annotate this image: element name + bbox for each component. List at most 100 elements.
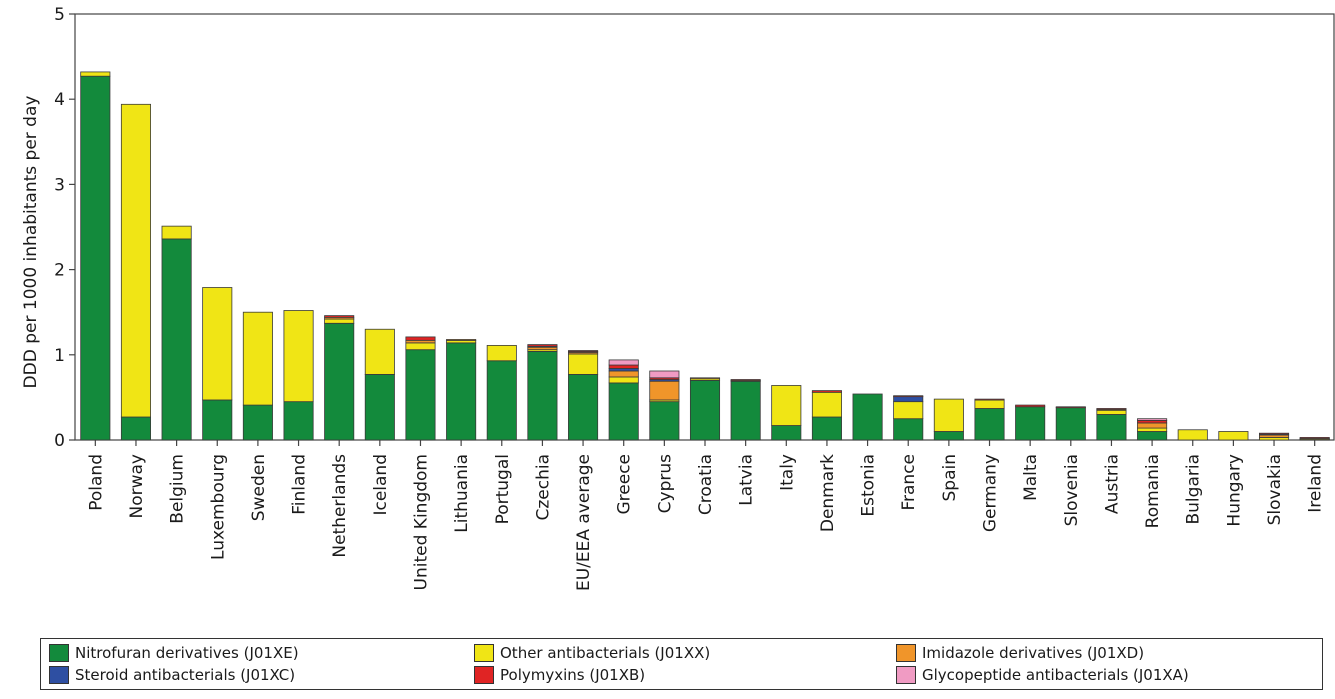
bar-segment xyxy=(120,103,152,418)
bar-segment xyxy=(283,310,314,403)
x-tick-label: Finland xyxy=(290,454,310,515)
legend-swatch xyxy=(896,644,916,662)
x-tick-label: Spain xyxy=(940,454,960,502)
bar-segment xyxy=(1096,409,1127,415)
legend-label: Glycopeptide antibacterials (J01XA) xyxy=(922,666,1189,684)
tick-labels: 0 1 2 3 4 5 Poland Norway Belgium Luxembourg Swede… xyxy=(54,5,1326,591)
bar-segment xyxy=(161,225,192,240)
x-tick-label: France xyxy=(899,454,919,511)
bar-segment xyxy=(730,379,761,381)
x-tick-label: EU/EEA average xyxy=(574,454,594,591)
legend-swatch xyxy=(49,644,69,662)
bar-segment xyxy=(568,350,599,352)
bar-segment xyxy=(811,390,842,393)
y-tick-label: 1 xyxy=(54,346,65,366)
bar-segment xyxy=(730,380,761,441)
bar-segment xyxy=(202,287,233,401)
bar-segment xyxy=(1015,406,1046,441)
legend-item: Steroid antibacterials (J01XC) xyxy=(49,665,295,685)
bar-segment xyxy=(120,416,152,441)
legend-item: Imidazole derivatives (J01XD) xyxy=(896,643,1144,663)
bar-segment xyxy=(527,350,558,441)
x-tick-label: Austria xyxy=(1102,454,1122,514)
bar-segment xyxy=(568,353,599,375)
legend-swatch xyxy=(49,666,69,684)
x-tick-label: Norway xyxy=(127,454,147,519)
y-axis-label: DDD per 1000 inhabitants per day xyxy=(21,96,41,389)
legend-swatch xyxy=(896,666,916,684)
bar-segment xyxy=(446,342,477,441)
bar-segment xyxy=(1055,407,1086,441)
bar-segment xyxy=(608,376,639,384)
legend-swatch xyxy=(474,644,494,662)
x-tick-label: Hungary xyxy=(1224,454,1244,527)
bar-segment xyxy=(1137,427,1168,432)
bar-segment xyxy=(608,370,639,378)
stacked-bar-chart: 0 1 2 3 4 5 Poland Norway Belgium Luxembourg Swede… xyxy=(21,5,1335,591)
y-tick-label: 2 xyxy=(54,261,65,281)
y-tick-label: 5 xyxy=(54,5,65,25)
bar-segment xyxy=(527,344,558,347)
x-tick-label: Germany xyxy=(981,454,1001,532)
x-tick-label: Croatia xyxy=(696,454,716,515)
bar-segment xyxy=(852,393,883,441)
legend-label: Imidazole derivatives (J01XD) xyxy=(922,644,1145,662)
x-tick-label: Belgium xyxy=(168,454,188,524)
bar-segment xyxy=(405,342,436,351)
x-tick-label: Sweden xyxy=(249,454,269,521)
legend-label: Other antibacterials (J01XX) xyxy=(500,644,711,662)
bar-segment xyxy=(161,238,192,441)
bar-segment xyxy=(933,431,964,441)
bar-segment xyxy=(974,398,1005,401)
x-tick-label: Lithuania xyxy=(452,454,472,533)
bar-segment xyxy=(1137,431,1168,441)
x-tick-label: Italy xyxy=(777,454,797,491)
bar-segment xyxy=(893,395,924,398)
bar-segment xyxy=(893,418,924,441)
bar-segment xyxy=(324,318,355,324)
bar-segment xyxy=(1137,422,1168,429)
bar-segment xyxy=(1055,406,1086,409)
bar-segment xyxy=(1218,431,1249,441)
bar-segment xyxy=(649,370,680,379)
bar-segment xyxy=(1177,429,1208,441)
bar-segment xyxy=(811,391,842,418)
x-tick-label: Iceland xyxy=(371,454,391,516)
bar-segment xyxy=(893,396,924,403)
bar-segment xyxy=(568,373,599,441)
bar-segment xyxy=(486,345,517,362)
bar-segment xyxy=(893,401,924,420)
legend-label: Steroid antibacterials (J01XC) xyxy=(75,666,296,684)
bar-segment xyxy=(242,311,273,406)
bar-segment xyxy=(405,349,436,441)
bar-segment xyxy=(1096,414,1127,441)
x-tick-label: Estonia xyxy=(859,454,879,517)
legend-label: Polymyxins (J01XB) xyxy=(500,666,646,684)
x-tick-label: Greece xyxy=(615,454,635,515)
bar-segment xyxy=(771,385,802,426)
bar-segment xyxy=(649,380,680,401)
bar-segment xyxy=(364,373,395,441)
x-tick-label: United Kingdom xyxy=(411,454,431,590)
legend-item: Polymyxins (J01XB) xyxy=(474,665,645,685)
bar-segment xyxy=(405,336,436,341)
legend-item: Glycopeptide antibacterials (J01XA) xyxy=(896,665,1189,685)
bar-segment xyxy=(1015,404,1046,408)
legend: Nitrofuran derivatives (J01XE) Other ant… xyxy=(40,638,1323,690)
bar-segment xyxy=(689,379,721,441)
bar-segment xyxy=(933,398,964,432)
x-tick-label: Luxembourg xyxy=(208,454,228,560)
bar-segment xyxy=(80,75,111,441)
legend-item: Nitrofuran derivatives (J01XE) xyxy=(49,643,299,663)
legend-label: Nitrofuran derivatives (J01XE) xyxy=(75,644,299,662)
bar-segment xyxy=(608,359,639,366)
x-tick-label: Slovakia xyxy=(1265,454,1285,525)
x-tick-label: Portugal xyxy=(493,454,513,524)
bar-segment xyxy=(80,71,111,77)
bar-segment xyxy=(974,408,1005,441)
legend-swatch xyxy=(474,666,494,684)
x-tick-label: Malta xyxy=(1021,454,1041,501)
bar-segment xyxy=(283,401,314,441)
x-tick-label: Netherlands xyxy=(330,454,350,558)
bar-segment xyxy=(608,364,639,369)
